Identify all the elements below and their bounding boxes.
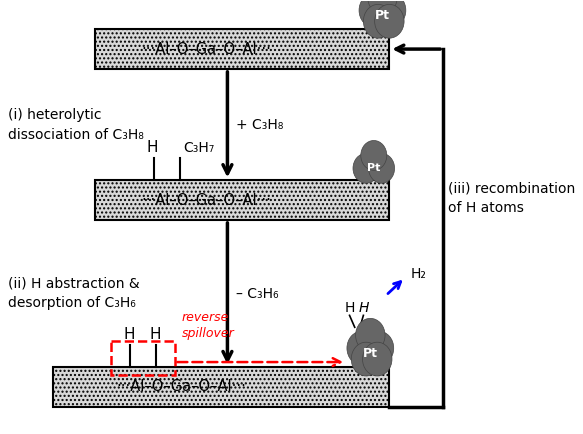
- Text: Pt: Pt: [375, 9, 390, 22]
- Circle shape: [363, 4, 393, 38]
- Text: H: H: [150, 327, 161, 342]
- Text: H: H: [358, 301, 368, 316]
- Circle shape: [363, 342, 392, 376]
- Circle shape: [375, 4, 404, 38]
- Text: ···Al–O–Ga–O–Al···: ···Al–O–Ga–O–Al···: [116, 379, 246, 395]
- Text: H₂: H₂: [410, 266, 426, 281]
- Text: (i) heterolytic: (i) heterolytic: [8, 108, 102, 122]
- Bar: [95, 180, 389, 220]
- Text: H: H: [146, 140, 158, 155]
- Text: Pt: Pt: [367, 163, 381, 173]
- Bar: [54, 367, 389, 407]
- Circle shape: [347, 331, 377, 365]
- Text: H: H: [345, 301, 354, 316]
- Circle shape: [368, 153, 395, 183]
- Text: + C₃H₈: + C₃H₈: [236, 118, 283, 132]
- Text: (ii) H abstraction &: (ii) H abstraction &: [8, 276, 140, 291]
- Bar: [95, 29, 389, 69]
- Text: desorption of C₃H₆: desorption of C₃H₆: [8, 296, 136, 310]
- Circle shape: [359, 0, 388, 27]
- Text: Pt: Pt: [363, 347, 378, 360]
- Circle shape: [361, 141, 387, 170]
- Bar: [54, 367, 389, 407]
- Text: H: H: [124, 327, 135, 342]
- Text: reverse
spillover: reverse spillover: [181, 311, 234, 340]
- Text: – C₃H₆: – C₃H₆: [236, 286, 279, 300]
- Circle shape: [353, 153, 379, 183]
- Text: (iii) recombination: (iii) recombination: [448, 181, 575, 195]
- Circle shape: [352, 342, 381, 376]
- Text: of H atoms: of H atoms: [448, 201, 524, 215]
- Circle shape: [368, 0, 397, 14]
- Bar: [95, 29, 389, 69]
- Bar: [111, 341, 174, 375]
- Text: ···Al–O–Ga–O–Al···: ···Al–O–Ga–O–Al···: [142, 193, 272, 207]
- Circle shape: [364, 331, 394, 365]
- Text: C₃H₇: C₃H₇: [183, 141, 215, 155]
- Bar: [95, 180, 389, 220]
- Text: dissociation of C₃H₈: dissociation of C₃H₈: [8, 128, 144, 141]
- Circle shape: [377, 0, 406, 27]
- Circle shape: [356, 319, 385, 352]
- Text: ···Al–O–Ga–O–Al···: ···Al–O–Ga–O–Al···: [142, 42, 272, 56]
